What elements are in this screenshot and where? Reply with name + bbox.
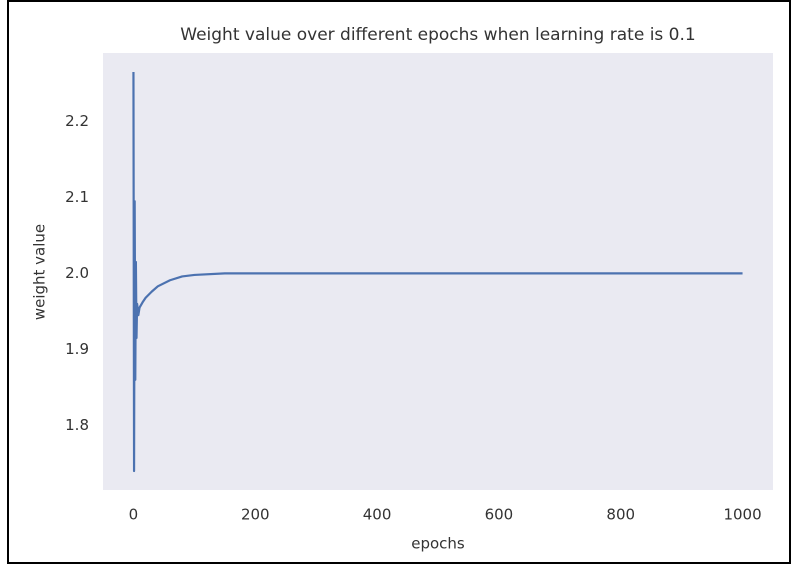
y-tick-label: 1.8 xyxy=(65,416,89,434)
x-tick-label: 800 xyxy=(606,506,635,524)
plot-area xyxy=(103,53,773,490)
y-tick-label: 2.0 xyxy=(65,264,89,282)
y-axis-label: weight value xyxy=(31,224,49,320)
y-tick-label: 2.2 xyxy=(65,112,89,130)
x-tick-label: 1000 xyxy=(723,506,761,524)
x-axis-label: epochs xyxy=(411,535,465,553)
y-tick-label: 2.1 xyxy=(65,188,89,206)
x-tick-label: 0 xyxy=(129,506,139,524)
y-tick-label: 1.9 xyxy=(65,340,89,358)
x-tick-label: 600 xyxy=(485,506,514,524)
x-tick-label: 200 xyxy=(241,506,270,524)
x-tick-label: 400 xyxy=(363,506,392,524)
chart-title: Weight value over different epochs when … xyxy=(180,25,695,45)
data-line xyxy=(132,71,743,473)
